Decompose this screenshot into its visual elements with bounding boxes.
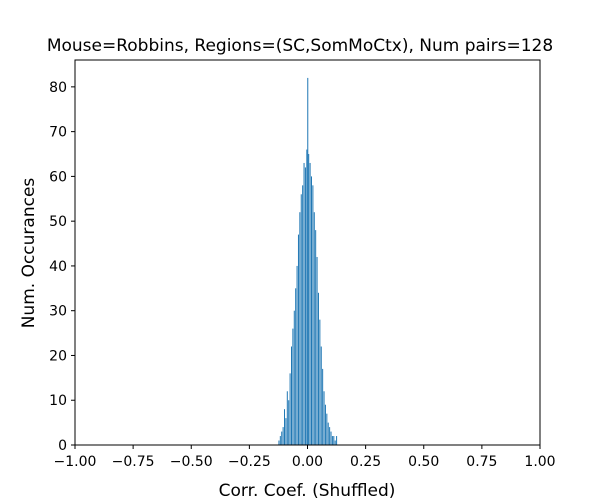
y-tick-label: 10 (49, 393, 67, 409)
histogram-bar (303, 162, 305, 445)
x-axis-ticks: −1.00 −0.75 −0.50 −0.25 0.00 0.25 0.50 0.75 1.00 (54, 445, 556, 470)
y-tick-label: 50 (49, 214, 67, 230)
histogram-bars (278, 77, 338, 446)
histogram-bar (292, 328, 294, 445)
y-tick-label: 80 (49, 80, 67, 96)
histogram-bar (326, 413, 328, 445)
x-tick-label: 0.75 (466, 454, 497, 470)
x-tick-label: 0.00 (292, 454, 323, 470)
histogram-bar (302, 185, 304, 446)
x-tick-label: 1.00 (524, 454, 555, 470)
histogram-bar (285, 418, 287, 445)
histogram-bar (282, 427, 284, 445)
histogram-bar (284, 409, 286, 445)
histogram-bar (308, 154, 310, 445)
histogram-bar (323, 391, 325, 445)
histogram-bar (310, 176, 312, 445)
histogram-bar (315, 230, 317, 445)
x-tick-label: −0.50 (170, 454, 213, 470)
histogram-bar (317, 292, 319, 445)
histogram-bar (312, 185, 314, 446)
histogram-bar (324, 404, 326, 445)
histogram-bar (329, 427, 331, 445)
y-axis-ticks: 0 10 20 30 40 50 60 70 80 (49, 80, 75, 454)
histogram-bar (289, 373, 291, 445)
histogram-bar (320, 346, 322, 445)
histogram-bar (300, 194, 302, 445)
histogram-bar (331, 436, 333, 445)
histogram-bar (279, 436, 281, 445)
y-tick-label: 70 (49, 125, 67, 141)
x-tick-label: 0.50 (408, 454, 439, 470)
histogram-bar (295, 288, 297, 445)
histogram-bar (322, 368, 324, 445)
x-tick-label: −1.00 (54, 454, 97, 470)
y-tick-label: 20 (49, 348, 67, 364)
histogram-bar (278, 440, 280, 445)
y-tick-label: 40 (49, 259, 67, 275)
histogram-bar (281, 431, 283, 445)
histogram-bar (319, 319, 321, 445)
histogram-bar (288, 400, 290, 445)
chart-title: Mouse=Robbins, Regions=(SC,SomMoCtx), Nu… (47, 36, 553, 56)
y-tick-label: 0 (58, 438, 67, 454)
y-axis-label: Num. Occurances (19, 178, 39, 329)
histogram-bar (327, 422, 329, 445)
histogram-bar (309, 162, 311, 445)
histogram-bar (330, 431, 332, 445)
histogram-bar (290, 346, 292, 445)
x-tick-label: −0.75 (112, 454, 155, 470)
histogram-bar (316, 256, 318, 445)
x-tick-label: −0.25 (228, 454, 271, 470)
histogram-bar (336, 436, 338, 445)
y-tick-label: 30 (49, 304, 67, 320)
x-tick-label: 0.25 (350, 454, 381, 470)
histogram-bar (299, 212, 301, 445)
y-tick-label: 60 (49, 169, 67, 185)
histogram-bar (313, 212, 315, 445)
histogram-bar (286, 391, 288, 445)
histogram-bar (297, 234, 299, 445)
histogram-bar (304, 167, 306, 445)
histogram-bar (333, 436, 335, 445)
x-axis-label: Corr. Coef. (Shuffled) (219, 481, 396, 500)
histogram-bar (293, 310, 295, 445)
histogram-bar (334, 440, 336, 445)
histogram-bar (296, 265, 298, 445)
histogram-bar (306, 149, 308, 445)
histogram-bar (307, 77, 309, 445)
